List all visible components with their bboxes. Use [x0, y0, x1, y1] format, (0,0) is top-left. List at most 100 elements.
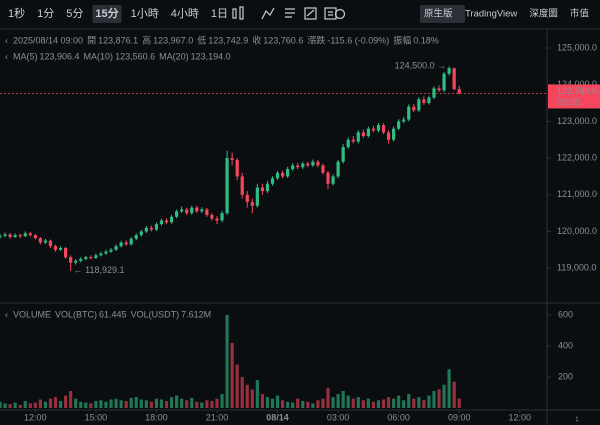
- candle-body: [240, 176, 244, 195]
- y-tick-label: 123,000.0: [557, 116, 597, 126]
- vol-label: VOL(BTC): [55, 309, 97, 319]
- volume-bar: [38, 399, 42, 408]
- volume-bar: [306, 401, 310, 408]
- interval-button[interactable]: 1小時: [131, 7, 159, 20]
- candle-body: [331, 176, 335, 184]
- active-tab-bg: [420, 5, 465, 23]
- header-value: 123,876.1: [98, 35, 138, 45]
- volume-bar: [311, 403, 315, 408]
- interval-button[interactable]: 5分: [66, 7, 83, 20]
- volume-bar: [351, 398, 355, 408]
- volume-bar: [58, 401, 63, 408]
- candle-body: [28, 233, 32, 236]
- volume-bar: [442, 384, 446, 408]
- candle-body: [79, 259, 83, 261]
- candle-body: [260, 187, 265, 192]
- interval-button[interactable]: 4小時: [171, 7, 199, 20]
- candle-body: [351, 139, 355, 142]
- candle-body: [371, 128, 376, 131]
- y-tick-label: 119,000.0: [557, 263, 596, 273]
- view-tab[interactable]: TradingView: [465, 9, 517, 20]
- candle-body: [296, 165, 300, 168]
- header-label: 低: [197, 34, 206, 45]
- candle-body: [74, 260, 78, 263]
- volume-bar: [341, 390, 345, 408]
- volume-bar: [392, 398, 396, 408]
- candle-body: [407, 106, 411, 120]
- interval-button[interactable]: 15分: [95, 6, 118, 20]
- candle-body: [159, 220, 164, 225]
- volume-bar: [432, 390, 436, 408]
- volume-bar: [144, 400, 148, 408]
- candle-body: [124, 242, 128, 245]
- x-tick-label: 15:00: [85, 412, 108, 422]
- interval-button[interactable]: 1分: [37, 7, 54, 20]
- candle-body: [109, 249, 113, 252]
- view-tab[interactable]: 原生版: [424, 8, 453, 20]
- candle-body: [23, 233, 27, 237]
- candle-body: [8, 234, 12, 237]
- candle-body: [301, 163, 305, 168]
- volume-bar: [386, 397, 391, 408]
- x-tick-label: 21:00: [206, 412, 229, 422]
- y-tick-label: 122,000.0: [557, 152, 597, 162]
- header-value: 0.18%: [413, 35, 439, 45]
- volume-bar: [53, 397, 58, 408]
- volume-bar: [139, 399, 143, 408]
- candle-body: [280, 172, 285, 177]
- interval-button[interactable]: 1秒: [8, 6, 25, 20]
- volume-bar: [84, 402, 88, 408]
- volume-bar: [0, 401, 2, 408]
- volume-bar: [64, 395, 68, 408]
- volume-bar: [417, 397, 421, 408]
- view-tab[interactable]: 市值: [570, 8, 590, 20]
- volume-bar: [376, 400, 381, 408]
- candle-body: [89, 257, 93, 259]
- vol-value: 7.612M: [181, 309, 211, 319]
- candle-body: [366, 128, 370, 137]
- candle-body: [149, 227, 153, 230]
- candle-body: [235, 159, 239, 177]
- candle-body: [119, 242, 123, 247]
- volume-bar: [275, 395, 280, 408]
- header-label: 收: [252, 34, 261, 45]
- volume-bar: [164, 401, 169, 408]
- volume-bar: [366, 398, 370, 408]
- volume-bar: [422, 400, 426, 408]
- volume-bar: [225, 314, 229, 408]
- candle-body: [13, 235, 17, 237]
- candle-body: [215, 218, 219, 221]
- volume-bar: [250, 389, 254, 408]
- volume-bar: [331, 397, 335, 408]
- candle-body: [361, 132, 365, 137]
- candle-body: [427, 97, 431, 104]
- candle-body: [286, 169, 290, 177]
- volume-bar: [270, 398, 275, 408]
- volume-bar: [255, 380, 259, 408]
- toolbar-icons[interactable]: [232, 6, 346, 20]
- vol-value: 61.445: [99, 309, 127, 319]
- volume-bar: [43, 401, 48, 408]
- volume-bar: [205, 400, 209, 408]
- volume-title: VOLUME: [13, 309, 51, 319]
- volume-bar: [230, 342, 234, 408]
- candle-body: [230, 158, 234, 160]
- candle-body: [270, 178, 275, 184]
- candle-body: [326, 172, 330, 184]
- candle-body: [94, 255, 98, 258]
- y-tick-label: 121,000.0: [557, 189, 597, 199]
- scale-icon[interactable]: ↕: [575, 413, 580, 423]
- volume-bar: [28, 403, 32, 408]
- interval-button[interactable]: 1日: [211, 8, 228, 20]
- candle-body: [99, 253, 103, 256]
- candle-body: [392, 128, 396, 140]
- volume-bar: [326, 387, 330, 408]
- volume-bar: [48, 398, 53, 408]
- volume-bar: [457, 398, 461, 408]
- volume-bar: [200, 402, 204, 408]
- candle-body: [48, 240, 53, 247]
- x-tick-label: 18:00: [145, 412, 168, 422]
- header-label: 振幅: [393, 34, 411, 45]
- ma-name: MA(20): [159, 51, 189, 61]
- view-tab[interactable]: 深度圖: [529, 8, 558, 20]
